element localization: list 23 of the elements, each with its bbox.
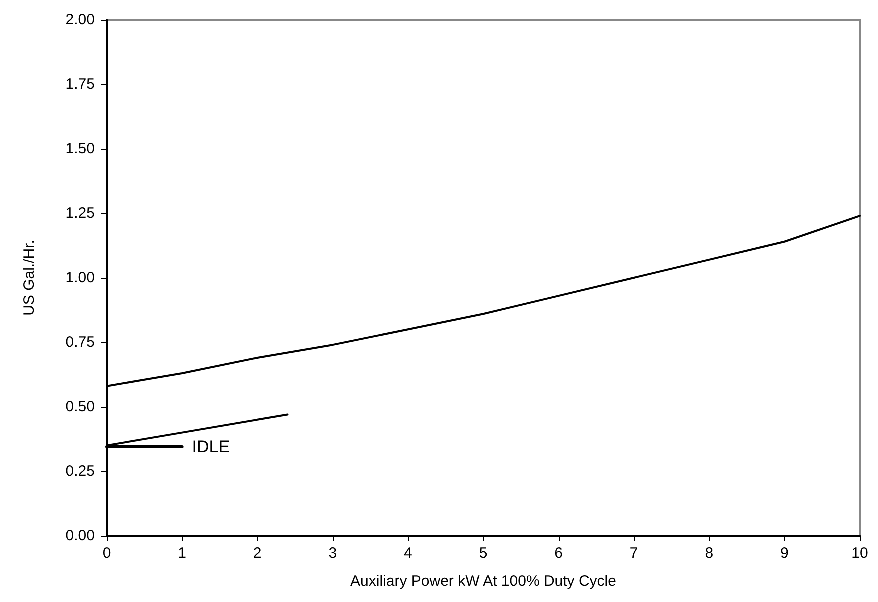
y-tick-label: 1.75 bbox=[66, 76, 95, 93]
x-axis-title: Auxiliary Power kW At 100% Duty Cycle bbox=[350, 573, 616, 590]
y-tick-label: 0.00 bbox=[66, 528, 95, 544]
series-label: IDLE bbox=[192, 437, 230, 456]
y-tick-label: 0.50 bbox=[66, 398, 95, 416]
x-tick-label: 4 bbox=[404, 545, 412, 562]
x-tick-label: 8 bbox=[705, 545, 714, 562]
x-tick-label: 5 bbox=[479, 545, 488, 562]
x-tick-label: 9 bbox=[780, 545, 789, 562]
y-axis-title: US Gal./Hr. bbox=[21, 240, 38, 316]
x-tick-label: 10 bbox=[852, 545, 868, 562]
y-tick-label: 1.00 bbox=[66, 270, 95, 286]
y-tick-label: 1.25 bbox=[66, 205, 95, 222]
x-tick-label: 2 bbox=[253, 545, 262, 562]
x-tick-label: 0 bbox=[102, 545, 112, 562]
y-tick-label: 2.00 bbox=[66, 12, 95, 28]
y-tick-label: 0.25 bbox=[66, 463, 95, 480]
x-tick-label: 3 bbox=[328, 545, 338, 562]
x-tick-label: 7 bbox=[630, 545, 638, 562]
x-tick-label: 1 bbox=[178, 545, 186, 562]
x-tick-label: 6 bbox=[554, 545, 563, 562]
y-tick-label: 0.75 bbox=[66, 334, 95, 351]
y-tick-label: 1.50 bbox=[66, 140, 95, 158]
